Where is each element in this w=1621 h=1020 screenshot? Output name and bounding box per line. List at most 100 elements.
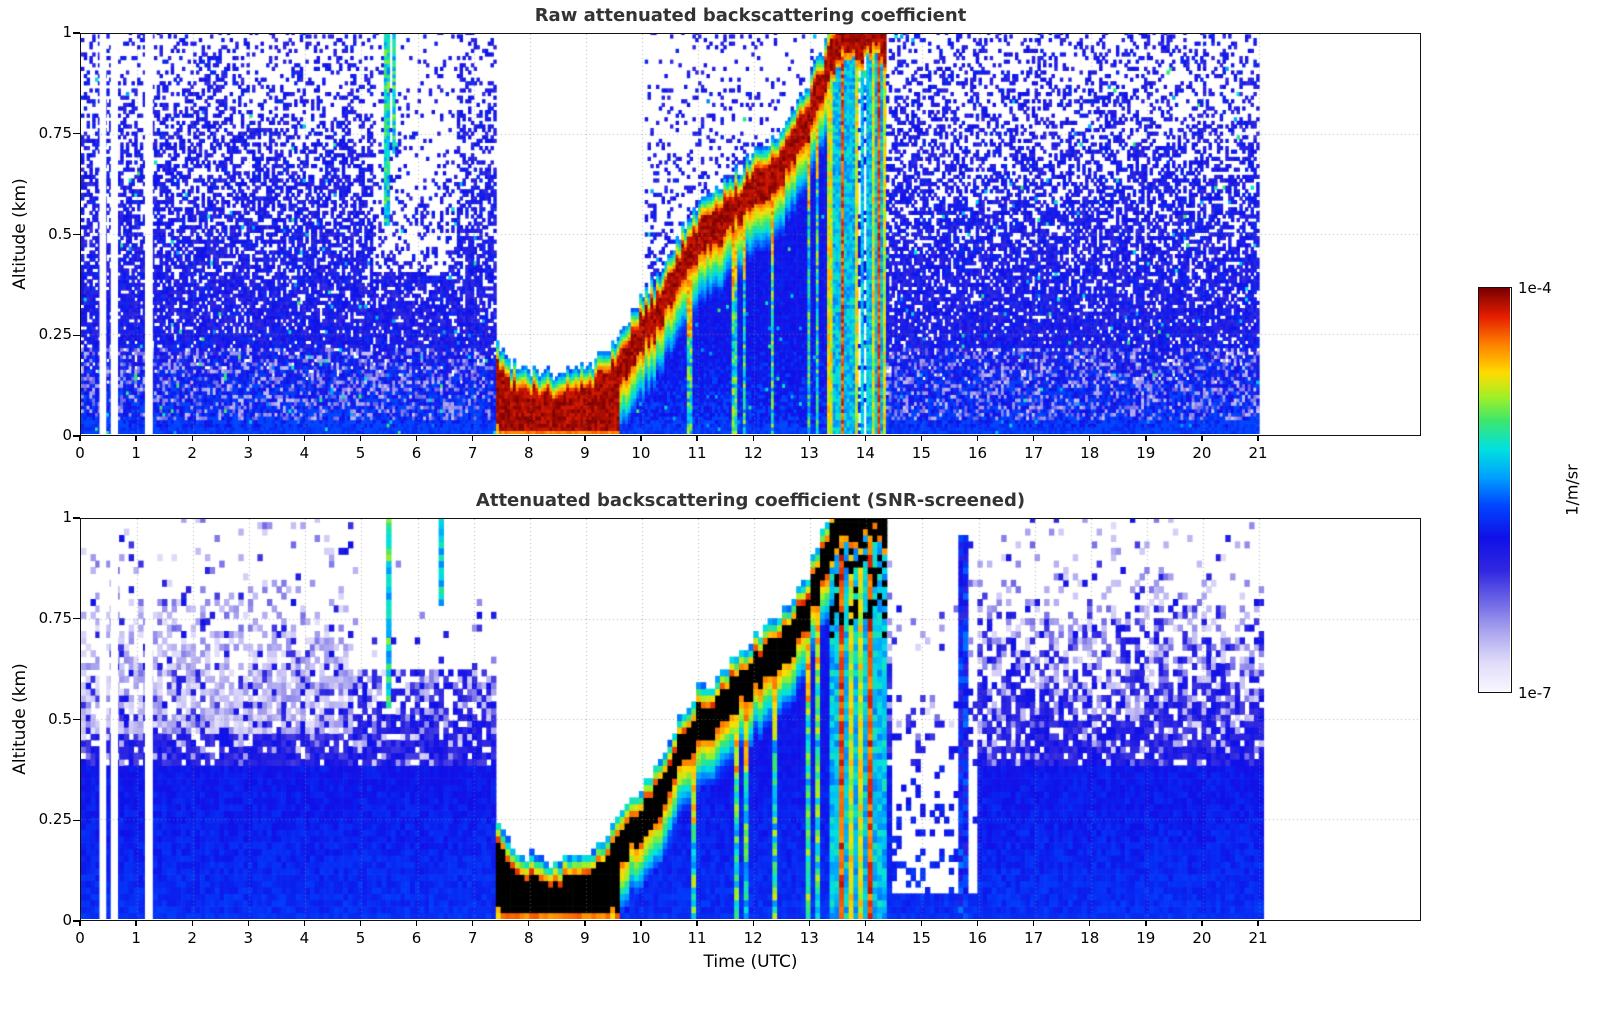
x-tick-mark [1257, 921, 1259, 926]
x-tick-label: 3 [243, 929, 254, 947]
x-tick-label: 15 [911, 444, 931, 462]
x-tick-mark [976, 921, 979, 926]
x-tick-label: 19 [1136, 929, 1156, 947]
x-tick-mark [191, 436, 193, 441]
x-tick-label: 8 [523, 444, 534, 462]
x-tick-mark [1089, 436, 1091, 441]
x-tick-mark [191, 921, 193, 926]
x-tick-mark [1257, 436, 1259, 441]
x-tick-label: 5 [355, 444, 366, 462]
x-tick-mark [415, 921, 418, 926]
x-tick-label: 11 [687, 444, 707, 462]
x-tick-mark [415, 436, 418, 441]
x-tick-mark [1145, 436, 1147, 441]
x-tick-label: 2 [187, 929, 197, 947]
y-tick-label: 0.25 [38, 810, 72, 829]
y-tick-mark [73, 133, 80, 135]
x-tick-label: 7 [467, 444, 478, 462]
x-tick-label: 15 [911, 929, 931, 947]
x-tick-label: 18 [1080, 929, 1100, 947]
x-tick-label: 21 [1248, 444, 1268, 462]
y-tick-mark [73, 233, 80, 236]
x-tick-mark [1089, 921, 1091, 926]
x-tick-mark [696, 921, 698, 926]
x-tick-mark [247, 436, 249, 441]
x-tick-mark [79, 436, 81, 441]
colorbar-min-label: 1e-7 [1518, 684, 1552, 702]
x-tick-label: 5 [355, 929, 366, 947]
x-tick-mark [1201, 921, 1203, 926]
x-tick-mark [920, 921, 923, 926]
y-tick-label: 0.5 [48, 224, 72, 243]
x-tick-label: 16 [967, 929, 988, 947]
x-tick-mark [359, 436, 362, 441]
y-tick-label: 0.75 [38, 123, 72, 142]
y-tick-label: 0.75 [38, 608, 72, 627]
y-tick-mark [73, 517, 80, 519]
x-tick-label: 1 [131, 444, 141, 462]
y-tick-label: 0.25 [38, 325, 72, 344]
raw-panel-title: Raw attenuated backscattering coefficien… [534, 5, 967, 26]
colorbar-max-label: 1e-4 [1518, 279, 1552, 297]
x-tick-label: 19 [1136, 444, 1156, 462]
y-tick-mark [73, 718, 80, 721]
x-tick-label: 2 [187, 444, 197, 462]
x-tick-label: 16 [967, 444, 988, 462]
x-tick-mark [584, 436, 586, 441]
x-tick-mark [1033, 436, 1035, 441]
x-tick-label: 10 [631, 444, 651, 462]
x-tick-label: 12 [743, 929, 763, 947]
x-tick-mark [640, 921, 642, 926]
colorbar-units-label: 1/m/sr [1562, 464, 1582, 516]
y-tick-label: 1 [62, 508, 72, 526]
x-tick-label: 13 [799, 929, 819, 947]
screened-heatmap-canvas [81, 519, 1419, 919]
x-tick-label: 9 [580, 444, 590, 462]
x-tick-label: 4 [299, 444, 310, 462]
y-tick-label: 0 [62, 426, 72, 444]
x-tick-label: 1 [131, 929, 141, 947]
x-tick-mark [1145, 921, 1147, 926]
x-tick-mark [808, 921, 810, 926]
x-tick-label: 8 [523, 929, 534, 947]
x-tick-mark [920, 436, 923, 441]
y-tick-label: 1 [62, 23, 72, 41]
x-tick-label: 13 [799, 444, 819, 462]
x-tick-label: 17 [1024, 444, 1044, 462]
x-tick-mark [303, 921, 306, 926]
x-tick-mark [752, 436, 754, 441]
colorbar [1478, 287, 1512, 693]
y-tick-label: 0 [62, 911, 72, 929]
x-axis-label: Time (UTC) [703, 952, 798, 972]
x-tick-mark [1033, 921, 1035, 926]
x-tick-mark [528, 436, 530, 441]
x-tick-mark [247, 921, 249, 926]
x-tick-label: 14 [855, 444, 875, 462]
x-tick-label: 10 [631, 929, 651, 947]
screened-panel-plot-area [80, 518, 1421, 921]
x-tick-label: 6 [411, 444, 422, 462]
x-tick-label: 20 [1192, 929, 1212, 947]
x-tick-mark [976, 436, 979, 441]
x-tick-label: 6 [411, 929, 422, 947]
x-tick-label: 9 [580, 929, 590, 947]
raw-panel-plot-area [80, 33, 1421, 436]
x-tick-mark [1201, 436, 1203, 441]
y-tick-mark [73, 618, 80, 620]
x-tick-mark [752, 921, 754, 926]
y-tick-mark [73, 819, 80, 821]
x-tick-mark [135, 921, 137, 926]
screened-panel-title: Attenuated backscattering coefficient (S… [475, 490, 1026, 511]
x-tick-mark [303, 436, 306, 441]
x-tick-mark [472, 436, 474, 441]
y-tick-mark [73, 920, 80, 922]
x-tick-label: 17 [1024, 929, 1044, 947]
x-tick-mark [359, 921, 362, 926]
x-tick-label: 21 [1248, 929, 1268, 947]
y-tick-mark [73, 32, 80, 34]
x-tick-label: 11 [687, 929, 707, 947]
x-tick-mark [472, 921, 474, 926]
x-tick-mark [135, 436, 137, 441]
x-tick-mark [528, 921, 530, 926]
